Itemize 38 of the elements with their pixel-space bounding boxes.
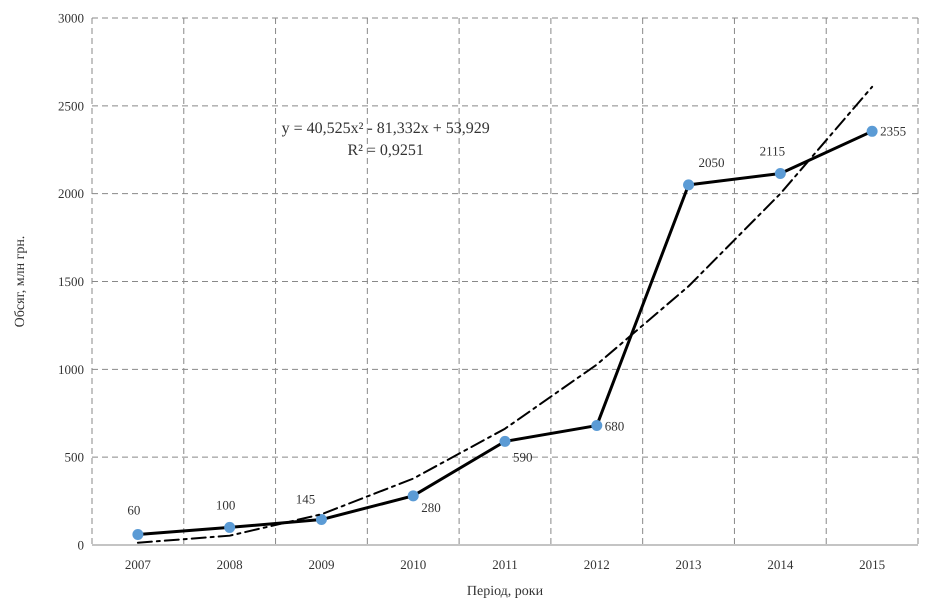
data-label: 2050 xyxy=(698,154,725,170)
x-tick-label: 2013 xyxy=(676,557,702,572)
point xyxy=(866,126,878,137)
data-label: 280 xyxy=(421,500,441,515)
x-axis-title: Період, роки xyxy=(466,584,544,599)
point xyxy=(224,522,236,533)
data-label: 2115 xyxy=(760,143,786,158)
y-tick-label: 2000 xyxy=(58,186,84,202)
data-label: 680 xyxy=(604,418,624,434)
point xyxy=(774,168,786,179)
x-tick-label: 2007 xyxy=(124,557,152,572)
y-tick-label: 0 xyxy=(78,538,84,553)
annotation: R² = 0,9251 xyxy=(347,142,424,159)
y-tick-label: 1000 xyxy=(58,362,84,377)
x-tick-label: 2010 xyxy=(400,557,426,572)
x-tick-label: 2011 xyxy=(492,557,518,572)
point xyxy=(408,490,419,502)
x-tick-label: 2009 xyxy=(308,557,334,572)
point xyxy=(683,179,694,190)
y-tick-label: 3000 xyxy=(58,10,84,26)
point xyxy=(316,514,327,526)
data-label: 2355 xyxy=(880,123,906,138)
y-tick-label: 1500 xyxy=(58,274,84,290)
point xyxy=(500,436,510,447)
x-tick-label: 2008 xyxy=(216,557,243,572)
point xyxy=(132,528,144,540)
x-tick-label: 2014 xyxy=(767,557,794,572)
y-tick-label: 500 xyxy=(64,450,84,465)
y-axis-title: Обсяг, млн грн. xyxy=(13,236,28,328)
x-tick-label: 2015 xyxy=(859,557,886,572)
point xyxy=(591,420,602,432)
annotation: y = 40,525x² - 81,332x + 53,929 xyxy=(282,120,490,137)
data-label: 100 xyxy=(216,497,236,512)
data-label: 590 xyxy=(513,449,532,464)
data-label: 60 xyxy=(127,502,140,518)
data-label: 145 xyxy=(296,492,316,507)
x-tick-label: 2012 xyxy=(584,557,610,572)
y-tick-label: 2500 xyxy=(58,98,84,114)
